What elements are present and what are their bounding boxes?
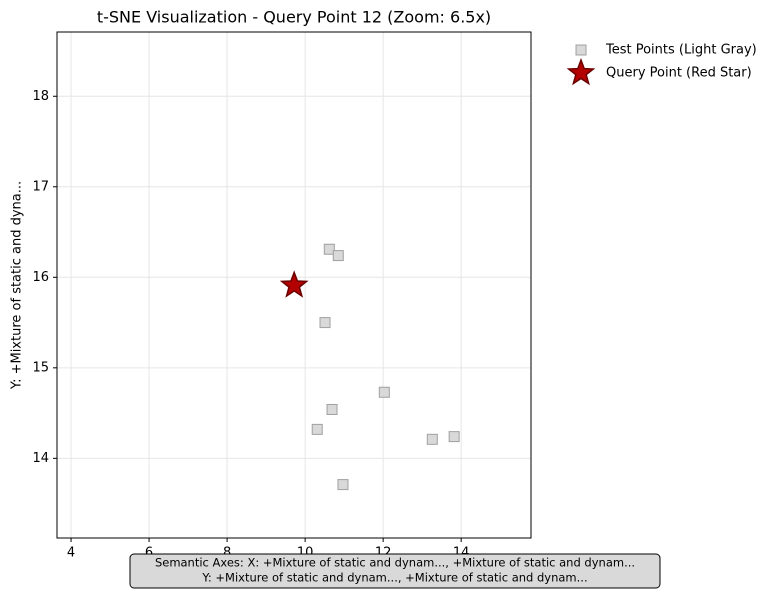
point xyxy=(448,431,460,443)
chart-title: t-SNE Visualization - Query Point 12 (Zo… xyxy=(97,8,491,27)
legend-label: Test Points (Light Gray) xyxy=(605,43,757,58)
y-tick-label: 15 xyxy=(32,360,49,375)
point xyxy=(319,317,331,329)
legend-marker xyxy=(566,57,596,86)
x-tick-label: 8 xyxy=(223,546,231,561)
x-tick-label: 6 xyxy=(145,546,153,561)
annotation-box xyxy=(129,553,661,589)
point xyxy=(323,243,335,255)
point xyxy=(378,386,390,398)
legend-label: Query Point (Red Star) xyxy=(606,66,752,81)
point xyxy=(326,403,338,415)
point xyxy=(332,250,344,262)
x-tick-label: 4 xyxy=(67,546,75,561)
annotation-text: Semantic Axes: X: +Mixture of static and… xyxy=(155,556,635,570)
legend-marker xyxy=(575,44,587,56)
plot-frame xyxy=(56,31,532,539)
point xyxy=(311,423,323,435)
y-tick-label: 14 xyxy=(32,451,49,466)
y-tick-label: 17 xyxy=(32,179,49,194)
y-axis-label: Y: +Mixture of static and dyna... xyxy=(10,181,25,390)
point xyxy=(337,479,349,491)
y-tick-label: 16 xyxy=(32,270,49,285)
query-star xyxy=(279,270,309,298)
point xyxy=(426,433,438,445)
y-tick-label: 18 xyxy=(32,89,49,104)
annotation-text: Y: +Mixture of static and dynam..., +Mix… xyxy=(201,571,587,585)
